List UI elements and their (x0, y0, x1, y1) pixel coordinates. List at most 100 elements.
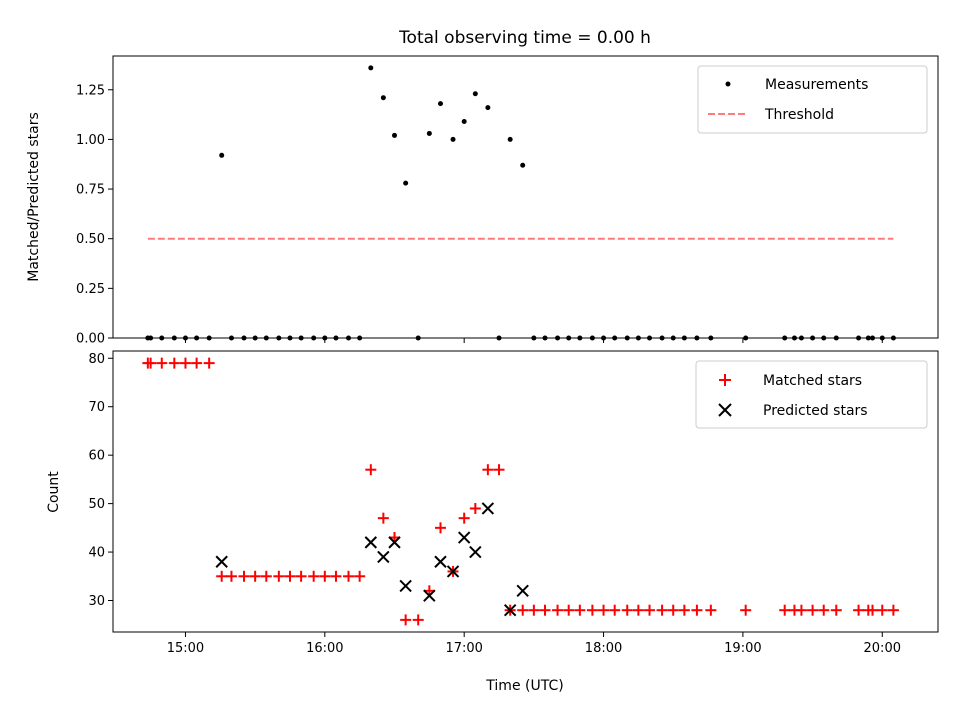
top-legend: Measurements Threshold (697, 65, 928, 134)
measurement-point (403, 180, 409, 186)
top-panel-ticks: 0.00 0.25 0.50 0.75 1.00 1.25 (76, 83, 883, 347)
y-tick-label: 0.25 (76, 282, 105, 297)
x-tick-label: 18:00 (585, 641, 622, 656)
matched-star-point (563, 604, 575, 616)
matched-star-point (779, 604, 791, 616)
matched-star-point (273, 570, 285, 582)
matched-star-point (203, 357, 215, 369)
bottom-panel-ylabel: Count (46, 471, 62, 513)
bottom-panel: 30 40 50 60 70 80 15:00 16:00 17:00 18:00 19:00 20:… (46, 350, 939, 694)
matched-star-point (469, 502, 481, 514)
matched-star-point (598, 604, 610, 616)
measurement-point (507, 136, 513, 142)
predicted-star-point (423, 589, 436, 602)
legend-predicted-marker (718, 403, 732, 417)
matched-star-point (412, 614, 424, 626)
matched-star-point (517, 604, 529, 616)
predicted-star-point (469, 545, 482, 559)
matched-star-point (434, 522, 446, 534)
measurement-point (450, 136, 456, 142)
x-tick-label: 17:00 (445, 641, 482, 656)
matched-star-point (168, 357, 180, 369)
measurement-point (368, 65, 374, 71)
x-tick-label: 20:00 (864, 641, 901, 656)
matched-star-point (145, 357, 157, 369)
matched-star-point (238, 570, 250, 582)
matched-star-point (249, 570, 261, 582)
measurement-point (461, 119, 467, 125)
matched-star-point (354, 570, 366, 582)
matched-star-point (818, 604, 830, 616)
matched-star-point (458, 512, 470, 524)
matched-stars-points (142, 357, 899, 626)
matched-star-point (586, 604, 598, 616)
bottom-panel-frame (112, 350, 939, 633)
matched-star-point (400, 614, 412, 626)
predicted-star-point (503, 603, 517, 617)
matched-star-point (482, 464, 494, 476)
x-tick-label: 19:00 (724, 641, 761, 656)
matched-star-point (319, 570, 331, 582)
matched-star-point (260, 570, 272, 582)
matched-star-point (179, 357, 191, 369)
matched-star-point (632, 604, 644, 616)
measurement-point (485, 105, 491, 111)
matched-star-point (807, 604, 819, 616)
matched-star-point (365, 464, 377, 476)
y-tick-label: 30 (88, 594, 105, 609)
matched-star-point (225, 570, 237, 582)
matched-star-point (343, 570, 355, 582)
top-legend-box (697, 65, 928, 134)
legend-measurements-label: Measurements (765, 77, 868, 93)
matched-star-point (705, 604, 717, 616)
x-axis-label: Time (UTC) (485, 678, 563, 694)
legend-predicted-label: Predicted stars (763, 403, 868, 419)
predicted-star-point (377, 550, 390, 564)
y-tick-label: 0.50 (76, 232, 105, 247)
measurement-point (472, 91, 478, 97)
predicted-star-point (481, 502, 495, 515)
legend-matched-marker (719, 374, 731, 386)
predicted-star-point (516, 584, 529, 598)
predicted-star-point (364, 536, 378, 549)
matched-star-point (876, 604, 888, 616)
legend-measurements-marker (725, 81, 731, 87)
y-tick-label: 80 (88, 352, 105, 367)
matched-star-point (644, 604, 656, 616)
legend-threshold-label: Threshold (764, 107, 834, 123)
legend-matched-label: Matched stars (763, 373, 862, 389)
predicted-stars-points (215, 502, 529, 617)
matched-star-point (284, 570, 296, 582)
top-panel-ylabel: Matched/Predicted stars (26, 112, 42, 282)
matched-star-point (678, 604, 690, 616)
matched-star-point (656, 604, 668, 616)
matched-star-point (867, 604, 879, 616)
y-tick-label: 1.00 (76, 133, 105, 148)
top-panel-frame (112, 55, 939, 339)
predicted-star-point (434, 555, 447, 568)
y-tick-label: 70 (88, 400, 105, 415)
matched-star-point (216, 570, 228, 582)
matched-star-point (330, 570, 342, 582)
matched-star-point (552, 604, 564, 616)
y-tick-label: 40 (88, 546, 105, 561)
matched-star-point (295, 570, 307, 582)
measurement-point (392, 132, 398, 138)
predicted-star-point (215, 555, 228, 568)
y-tick-label: 0.00 (76, 332, 105, 347)
matched-star-point (539, 604, 551, 616)
top-panel: 0.00 0.25 0.50 0.75 1.00 1.25 Matched/Predict… (26, 55, 939, 347)
matched-star-point (377, 512, 389, 524)
matched-star-point (887, 604, 899, 616)
measurement-point (219, 152, 225, 158)
matched-star-point (740, 604, 752, 616)
measurement-point (437, 101, 443, 107)
matched-star-point (528, 604, 540, 616)
matched-star-point (308, 570, 320, 582)
matched-star-point (830, 604, 842, 616)
predicted-star-point (457, 531, 471, 544)
bottom-legend: Matched stars Predicted stars (695, 360, 928, 429)
y-tick-label: 0.75 (76, 183, 105, 198)
y-tick-label: 50 (88, 497, 105, 512)
predicted-star-point (388, 536, 401, 549)
